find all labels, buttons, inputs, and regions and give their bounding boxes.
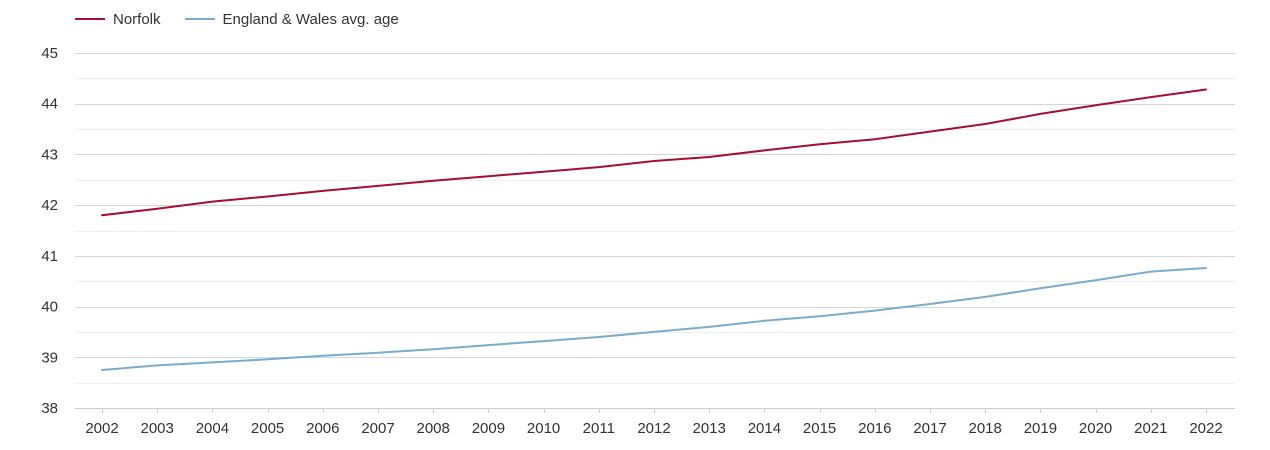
x-tick-label: 2013 xyxy=(693,420,726,437)
legend-item-norfolk[interactable]: Norfolk xyxy=(75,11,161,28)
legend-swatch-england-wales xyxy=(184,18,215,20)
y-tick-label: 41 xyxy=(41,248,58,265)
x-tick-label: 2017 xyxy=(913,420,946,437)
chart-legend: Norfolk England & Wales avg. age xyxy=(75,8,423,30)
x-tick-label: 2016 xyxy=(858,420,891,437)
series-lines xyxy=(101,88,1207,371)
x-tick-label: 2022 xyxy=(1189,420,1222,437)
y-tick-label: 44 xyxy=(41,96,58,113)
x-tick-label: 2012 xyxy=(637,420,670,437)
x-tick-label: 2008 xyxy=(417,420,450,437)
x-tick-label: 2003 xyxy=(141,420,174,437)
legend-swatch-norfolk xyxy=(75,18,105,20)
y-tick-label: 38 xyxy=(41,400,58,417)
x-tick-label: 2010 xyxy=(527,420,560,437)
x-tick-label: 2019 xyxy=(1024,420,1057,437)
y-tick-label: 42 xyxy=(41,197,58,214)
x-tick-label: 2006 xyxy=(306,420,339,437)
x-tick-label: 2014 xyxy=(748,420,781,437)
legend-label-norfolk: Norfolk xyxy=(113,10,161,28)
x-tick-label: 2009 xyxy=(472,420,505,437)
x-tick-label: 2011 xyxy=(583,420,615,437)
x-tick-label: 2021 xyxy=(1134,420,1167,437)
gridlines xyxy=(75,53,1235,409)
x-tick-label: 2018 xyxy=(969,420,1002,437)
series-line-england-wales[interactable] xyxy=(101,267,1207,371)
y-tick-label: 43 xyxy=(41,146,58,163)
y-tick-label: 40 xyxy=(41,299,58,316)
series-line-norfolk[interactable] xyxy=(101,88,1207,217)
legend-item-england-wales[interactable]: England & Wales avg. age xyxy=(184,10,399,28)
y-tick-label: 39 xyxy=(41,349,58,366)
x-tick-label: 2004 xyxy=(196,420,229,437)
y-axis-ticks: 38 39 40 41 42 43 44 45 xyxy=(41,45,58,417)
y-tick-label: 45 xyxy=(41,45,58,62)
legend-label-england-wales: England & Wales avg. age xyxy=(222,10,399,28)
x-tick-label: 2002 xyxy=(85,420,118,437)
x-axis-ticks: 2002 2003 2004 2005 2006 2007 2008 2009 2010 2011… xyxy=(85,408,1223,437)
x-tick-label: 2015 xyxy=(803,420,836,437)
x-tick-label: 2007 xyxy=(361,420,394,437)
x-tick-label: 2020 xyxy=(1079,420,1112,437)
x-tick-label: 2005 xyxy=(251,420,284,437)
